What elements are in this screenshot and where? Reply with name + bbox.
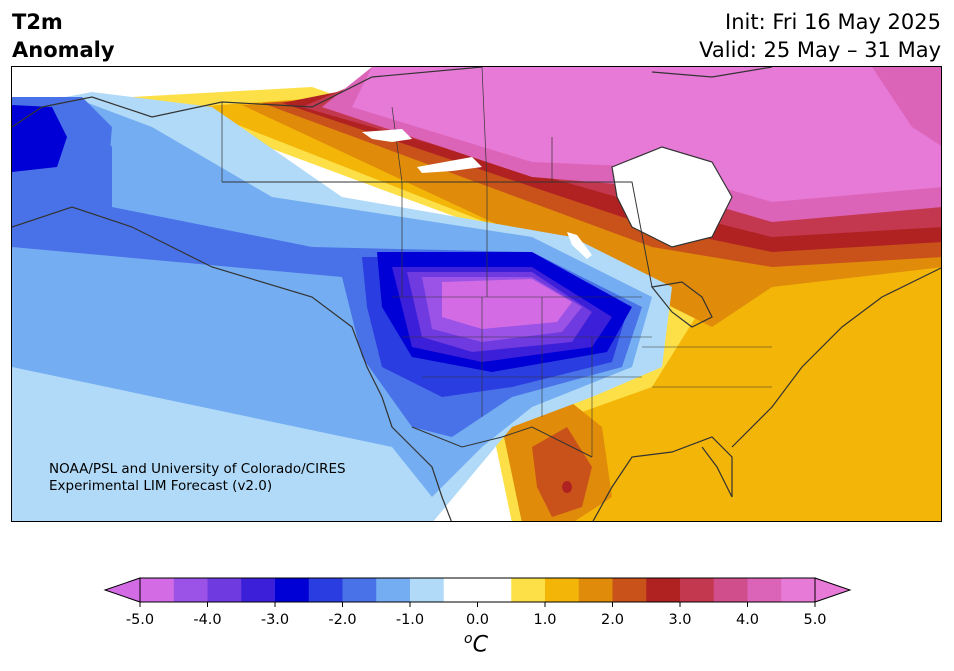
colorbar-tick-label: 4.0 (735, 612, 760, 628)
warm-anomaly-magenta (352, 67, 941, 202)
state-borders (392, 296, 772, 457)
colorbar-tick-label: -3.0 (260, 612, 290, 628)
coastlines-and-borders (12, 67, 941, 521)
colorbar-segment (308, 578, 343, 602)
map-title: T2m Anomaly (12, 8, 115, 64)
colorbar-over-arrow (814, 577, 852, 603)
colorbar-segment (578, 578, 613, 602)
anomaly-map (11, 66, 942, 522)
colorbar-segment (545, 578, 580, 602)
colorbar-segment (747, 578, 782, 602)
colorbar-tick-label: 1.0 (533, 612, 557, 628)
colorbar-under-arrow (103, 577, 141, 603)
valid-range: Valid: 25 May – 31 May (699, 38, 941, 62)
colorbar-segment (173, 578, 208, 602)
colorbar-segment (781, 578, 816, 602)
province-borders (221, 67, 553, 297)
colorbar-segment (140, 578, 175, 602)
variable-label: T2m (12, 10, 63, 34)
colorbar-tick-label: -2.0 (328, 612, 357, 628)
colorbar-segments (140, 578, 816, 602)
colorbar-segment (612, 578, 647, 602)
colorbar-tick-label: -5.0 (125, 612, 155, 628)
warm-anomaly-orange (192, 97, 941, 521)
great-slave-lake (417, 157, 482, 173)
canada-us-border (222, 181, 653, 288)
texas-hottest-spot (562, 481, 572, 493)
colorbar-tick-label: -1.0 (395, 612, 425, 628)
colorbar-segment (713, 578, 748, 602)
credit-line-2: Experimental LIM Forecast (v2.0) (49, 478, 273, 494)
colorbar-tick-label: 5.0 (803, 612, 827, 628)
hudson-bay (612, 147, 732, 247)
cold-anomaly-core (442, 279, 572, 329)
anomaly-fills (12, 67, 941, 521)
mexico-us-border (411, 426, 593, 458)
water-features (362, 129, 592, 259)
colorbar-tick-label: -4.0 (193, 612, 222, 628)
colorbar-ticks (139, 602, 816, 607)
hudson-bay-coast (611, 146, 733, 248)
anomaly-label: Anomaly (12, 38, 115, 62)
colorbar-tick-label: 3.0 (668, 612, 692, 628)
credit-line-1: NOAA/PSL and University of Colorado/CIRE… (49, 461, 346, 477)
colorbar-segment (410, 578, 445, 602)
map-canvas (12, 67, 941, 521)
colorbar-segment (646, 578, 681, 602)
great-bear-lake (362, 129, 412, 142)
lake-winnipeg (567, 232, 592, 259)
colorbar (103, 577, 852, 607)
colorbar-segment (376, 578, 411, 602)
colorbar-segment (275, 578, 310, 602)
forecast-dates: Init: Fri 16 May 2025 Valid: 25 May – 31… (699, 8, 941, 64)
alaska-cold-core (12, 105, 67, 172)
colorbar-segment (511, 578, 546, 602)
credit-text: NOAA/PSL and University of Colorado/CIRE… (49, 461, 346, 495)
great-lakes (650, 281, 713, 328)
north-america-coastline (12, 67, 941, 521)
colorbar-tick-label: 0.0 (465, 612, 490, 628)
unit-label: oC (464, 631, 488, 658)
init-date: Init: Fri 16 May 2025 (725, 10, 941, 34)
colorbar-tick-label: 2.0 (600, 612, 625, 628)
colorbar-segment (680, 578, 715, 602)
colorbar-segment (443, 578, 478, 602)
colorbar-segment (342, 578, 377, 602)
colorbar-segment (477, 578, 512, 602)
colorbar-segment (241, 578, 276, 602)
colorbar-segment (207, 578, 242, 602)
